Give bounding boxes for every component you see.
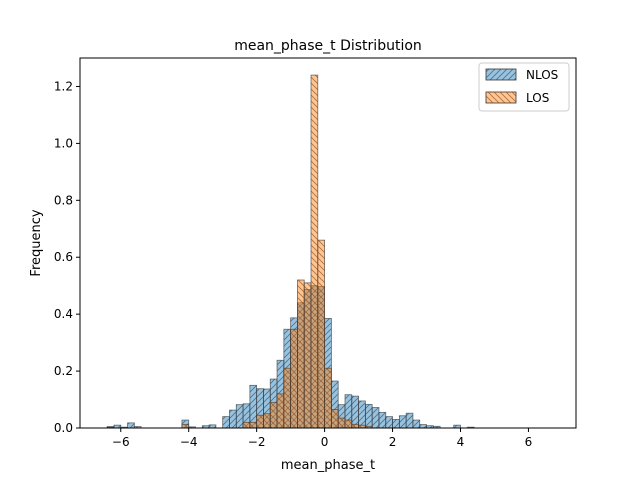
bar-hatch-los: [311, 75, 318, 428]
bar-hatch-nlos: [433, 426, 441, 428]
x-tick-label: −2: [248, 435, 266, 449]
bar-hatch-nlos: [392, 419, 400, 428]
bars-layer: [106, 74, 475, 429]
legend-label-los: LOS: [526, 91, 549, 105]
bar-hatch-nlos: [229, 410, 237, 428]
bar-hatch-nlos: [236, 404, 244, 428]
y-tick-label: 0.8: [54, 193, 73, 207]
y-tick-label: 1.0: [54, 136, 73, 150]
bar-hatch-nlos: [378, 412, 386, 428]
bar-hatch-los: [181, 424, 189, 428]
bar-hatch-los: [338, 418, 345, 428]
bar-hatch-nlos: [202, 425, 210, 428]
bar-hatch-nlos: [181, 420, 189, 428]
bar-hatch-los: [283, 368, 291, 428]
bar-hatch-los: [297, 280, 305, 428]
bar-hatch-los: [290, 329, 298, 428]
bar-hatch-nlos: [263, 389, 271, 428]
bar-hatch-los: [263, 413, 271, 428]
bar-hatch-los: [358, 425, 366, 428]
bar-hatch-nlos: [399, 415, 407, 428]
bar-hatch-los: [365, 426, 373, 428]
x-tick-label: 2: [389, 435, 397, 449]
bar-hatch-nlos: [344, 394, 352, 428]
bar-hatch-los: [270, 402, 278, 428]
y-ticks: 0.0 0.2 0.4 0.6 0.8 1.0 1.2: [54, 79, 80, 435]
y-axis-label: Frequency: [29, 209, 44, 276]
bar-hatch-nlos: [385, 416, 393, 428]
bar-hatch-nlos: [453, 425, 461, 428]
bar-hatch-los: [304, 282, 312, 428]
bar-hatch-nlos: [331, 381, 339, 428]
bar-hatch-nlos: [249, 385, 257, 428]
bar-hatch-los: [249, 422, 257, 428]
bar-hatch-los: [277, 393, 284, 428]
bar-hatch-nlos: [358, 400, 366, 428]
bar-hatch-nlos: [406, 413, 413, 428]
bar-hatch-nlos: [365, 404, 373, 428]
chart-title: mean_phase_t Distribution: [234, 38, 422, 54]
bar-hatch-nlos: [256, 388, 264, 428]
x-ticks: −6 −4 −2 0 2 4 6: [112, 428, 532, 449]
y-tick-label: 0.6: [54, 250, 73, 264]
bar-hatch-nlos: [243, 403, 250, 428]
bar-hatch-nlos: [426, 425, 434, 428]
bar-hatch-los: [351, 424, 359, 428]
bar-hatch-nlos: [188, 426, 196, 428]
bar-hatch-los: [256, 415, 264, 428]
bar-hatch-nlos: [134, 426, 142, 428]
bar-hatch-los: [324, 368, 332, 428]
y-tick-label: 0.0: [54, 421, 73, 435]
y-tick-label: 1.2: [54, 79, 73, 93]
x-tick-label: 0: [321, 435, 329, 449]
bar-hatch-los: [243, 422, 250, 428]
bar-hatch-nlos: [209, 424, 216, 428]
x-tick-label: −6: [112, 435, 130, 449]
x-axis-label: mean_phase_t: [281, 458, 375, 473]
bar-hatch-nlos: [412, 420, 420, 428]
bar-hatch-nlos: [419, 424, 427, 428]
legend-label-nlos: NLOS: [526, 68, 558, 82]
legend-swatch-nlos-hatch: [486, 69, 516, 80]
bar-hatch-nlos: [127, 422, 135, 428]
bar-hatch-los: [344, 420, 352, 428]
plot-frame: [79, 57, 577, 429]
y-tick-label: 0.4: [54, 307, 73, 321]
bar-hatch-nlos: [351, 396, 359, 428]
bar-hatch-los: [331, 409, 339, 428]
x-tick-label: 4: [457, 435, 465, 449]
bar-hatch-los: [317, 240, 325, 428]
legend: NLOS LOS: [478, 62, 570, 112]
bar-hatch-nlos: [222, 416, 230, 428]
bar-hatch-nlos: [113, 425, 121, 428]
x-tick-label: −4: [180, 435, 198, 449]
y-tick-label: 0.2: [54, 364, 73, 378]
x-tick-label: 6: [525, 435, 533, 449]
bar-hatch-nlos: [372, 407, 379, 428]
bar-hatch-nlos: [338, 404, 345, 428]
legend-swatch-los-hatch: [486, 92, 516, 103]
